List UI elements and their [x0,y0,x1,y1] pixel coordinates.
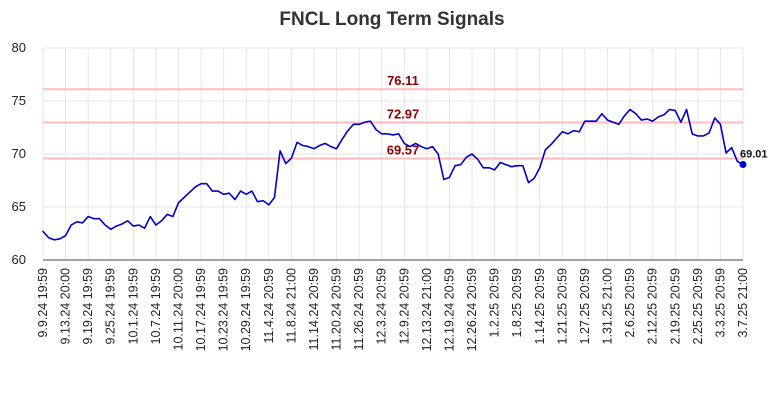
y-tick-label: 60 [12,252,26,267]
x-tick-label: 10.29.24 19:59 [239,268,253,351]
last-point-marker [739,160,747,168]
x-tick-label: 12.26.24 20:59 [465,268,479,351]
x-tick-label: 9.25.24 19:59 [104,268,118,345]
x-tick-label: 2.25.25 20:59 [691,268,705,345]
x-tick-label: 11.8.24 21:00 [284,268,298,344]
x-tick-label: 1.2.25 20:59 [488,268,502,338]
x-tick-label: 11.20.24 20:59 [330,268,344,351]
x-tick-label: 1.31.25 21:00 [601,268,615,345]
signal-level-label: 76.11 [387,73,419,88]
x-tick-label: 1.27.25 20:59 [578,268,592,345]
x-tick-label: 10.1.24 19:59 [126,268,140,345]
x-tick-label: 2.12.25 20:59 [646,268,660,345]
x-tick-label: 11.4.24 20:59 [262,268,276,344]
y-tick-label: 70 [12,146,26,161]
last-point-label: 69.01 [740,148,768,160]
y-tick-label: 80 [12,40,26,55]
price-line [42,108,744,241]
x-tick-label: 10.17.24 19:59 [194,268,208,351]
chart-title: FNCL Long Term Signals [279,9,504,30]
x-tick-label: 11.14.24 20:59 [307,268,321,351]
x-tick-label: 1.21.25 20:59 [555,268,569,345]
y-tick-label: 75 [12,93,26,108]
signal-level-label: 72.97 [387,107,420,122]
x-tick-label: 9.19.24 19:59 [81,268,95,345]
x-tick-label: 1.8.25 20:59 [510,268,524,338]
axes: 60 65 70 75 80 9.9.24 19:59 9.13.24 20:00 9.19.… [12,40,750,351]
x-tick-label: 12.19.24 20:59 [442,268,456,351]
x-tick-label: 1.14.25 20:59 [533,268,547,345]
x-tick-label: 10.23.24 19:59 [217,268,231,351]
x-tick-label: 2.6.25 20:59 [623,268,637,338]
x-tick-label: 12.9.24 20:59 [397,268,411,345]
x-tick-label: 10.7.24 19:59 [149,268,163,345]
x-tick-label: 3.7.25 21:00 [736,268,750,338]
x-tick-label: 3.3.25 20:59 [713,268,727,338]
x-tick-label: 9.13.24 20:00 [59,268,73,345]
y-tick-label: 65 [12,199,26,214]
x-tick-label: 10.11.24 20:00 [171,268,185,351]
series: 69.01 [42,108,768,241]
x-tick-label: 9.9.24 19:59 [36,268,50,338]
x-tick-label: 12.13.24 21:00 [420,268,434,351]
x-tick-label: 12.3.24 20:59 [375,268,389,345]
x-tick-label: 11.26.24 20:59 [352,268,366,351]
x-tick-label: 2.19.25 20:59 [668,268,682,345]
